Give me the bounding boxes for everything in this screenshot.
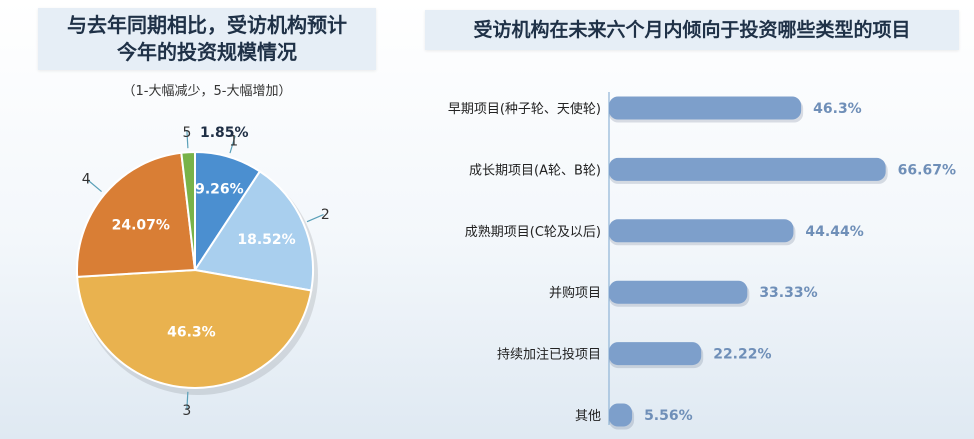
pie-value-label: 24.07% xyxy=(112,217,170,233)
pie-slice xyxy=(193,170,314,292)
bar xyxy=(609,280,748,304)
pie-leader-line xyxy=(306,214,324,223)
pie-category-label: 4 xyxy=(82,172,91,188)
bar-value-label: 46.3% xyxy=(813,101,862,117)
pie-category-label: 5 xyxy=(183,125,192,141)
bar-value-label: 5.56% xyxy=(644,408,693,424)
bar-value-label: 44.44% xyxy=(805,224,863,240)
pie-chart-subtitle: （1-大幅减少，5-大幅增加） xyxy=(122,84,292,99)
pie-chart: 9.26% 1 18.52% 2 46.3% 3 24.07% 4 5 1.85% xyxy=(76,125,330,419)
bar-value-label: 66.67% xyxy=(898,162,956,178)
pie-chart-title: 与去年同期相比，受访机构预计 今年的投资规模情况 xyxy=(38,8,376,70)
bar-chart: 早期项目(种子轮、天使轮) 46.3% 成长期项目(A轮、B轮) 66.67% 成熟期项… xyxy=(448,92,956,430)
bar xyxy=(609,342,702,366)
pie-category-label: 2 xyxy=(321,207,330,223)
bar-category-label: 其他 xyxy=(575,409,601,424)
pie-title-line-1: 与去年同期相比，受访机构预计 xyxy=(67,13,347,37)
pie-value-label: 18.52% xyxy=(237,232,295,248)
bar-category-label: 早期项目(种子轮、天使轮) xyxy=(448,101,601,117)
pie-title-line-2: 今年的投资规模情况 xyxy=(117,40,297,64)
pie-value-label: 46.3% xyxy=(167,324,216,340)
bar xyxy=(609,219,794,243)
pie-slice xyxy=(76,268,313,389)
bar xyxy=(609,157,886,181)
pie-value-label: 9.26% xyxy=(195,182,244,198)
bar-category-label: 成熟期项目(C轮及以后) xyxy=(465,224,601,240)
pie-leader-line xyxy=(186,391,189,410)
pie-slice xyxy=(76,151,197,278)
pie-leader-line xyxy=(186,130,189,149)
bar-category-label: 并购项目 xyxy=(549,285,601,301)
pie-category-label: 3 xyxy=(182,403,191,419)
bar xyxy=(609,403,633,427)
pie-leader-line xyxy=(229,135,236,154)
bar-category-label: 成长期项目(A轮、B轮) xyxy=(469,163,601,178)
bar-value-label: 22.22% xyxy=(713,347,771,363)
bar-chart-title: 受访机构在未来六个月内倾向于投资哪些类型的项目 xyxy=(425,10,959,50)
bar-value-label: 33.33% xyxy=(759,285,817,301)
bar xyxy=(609,96,802,120)
bar-category-label: 持续加注已投项目 xyxy=(497,347,601,363)
pie-value-label: 1.85% xyxy=(200,125,249,141)
pie-leader-line xyxy=(87,179,102,193)
pie-slice xyxy=(180,150,196,271)
pie-category-label: 1 xyxy=(229,134,238,150)
